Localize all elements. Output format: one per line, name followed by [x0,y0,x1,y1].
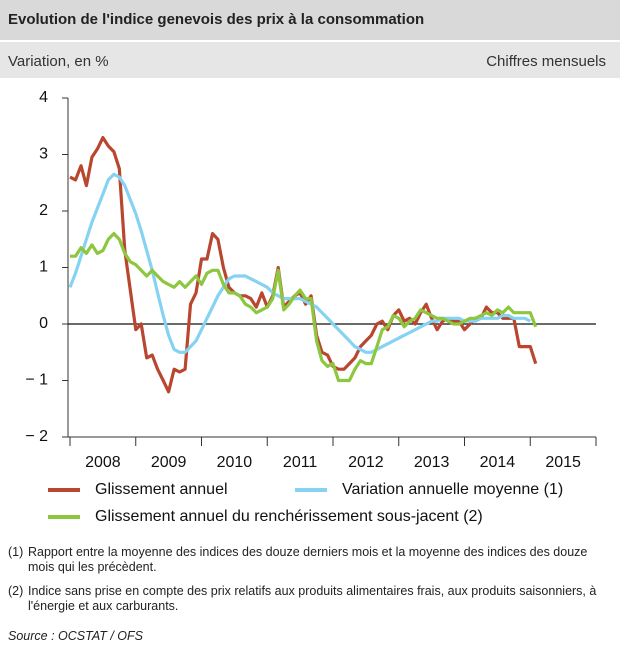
note-text: Rapport entre la moyenne des indices des… [28,545,588,574]
subtitle-left: Variation, en % [8,53,109,70]
x-tick-label: 2012 [348,454,384,471]
series-line [69,136,538,394]
note-marker: (2) [8,584,24,598]
y-tick-label: − 2 [25,428,48,445]
subtitle-band [0,42,620,78]
series-line [70,232,538,383]
note-marker: (1) [8,545,24,559]
note: (2) Indice sans prise en compte des prix … [8,584,608,614]
x-tick-label: 2010 [217,454,253,471]
x-tick-label: 2015 [545,454,581,471]
y-tick-label: 4 [39,89,48,106]
legend-label: Variation annuelle moyenne (1) [342,481,563,498]
title-band [0,0,620,40]
note: (1) Rapport entre la moyenne des indices … [8,545,608,575]
legend-label: Glissement annuel du renchérissement sou… [95,508,483,525]
y-tick-label: − 1 [25,372,48,389]
x-tick-label: 2009 [151,454,187,471]
source: Source : OCSTAT / OFS [8,629,143,643]
title: Evolution de l'indice genevois des prix … [8,11,425,28]
y-tick-label: 2 [39,202,48,219]
y-tick-label: 3 [39,146,48,163]
legend-label: Glissement annuel [95,481,228,498]
x-tick-label: 2008 [85,454,121,471]
subtitle-right: Chiffres mensuels [486,53,606,70]
x-tick-label: 2014 [480,454,516,471]
x-tick-label: 2013 [414,454,450,471]
y-tick-label: 1 [39,259,48,276]
series-line [68,172,532,354]
x-tick-label: 2011 [283,454,318,471]
chart: 4 3 2 1 0 − 1 − 2 2008 2009 2010 2011 2012 2013 2014 2… [25,89,597,525]
y-tick-label: 0 [39,315,48,332]
note-text: Indice sans prise en compte des prix rel… [28,584,597,613]
